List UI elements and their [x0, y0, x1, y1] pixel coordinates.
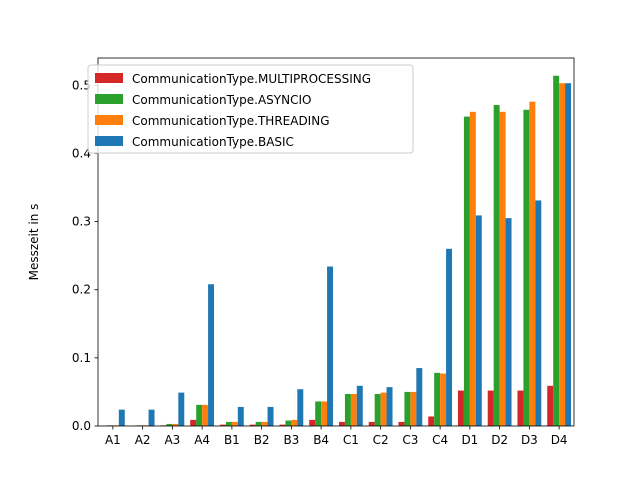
y-tick-label-4: 0.4 [72, 146, 91, 160]
legend-frame [87, 64, 414, 154]
legend-label-3: CommunicationType.BASIC [132, 135, 294, 149]
legend-swatch-1 [95, 94, 123, 104]
bar-D1-s1 [463, 116, 470, 427]
x-tick-label-A3: A3 [164, 433, 180, 447]
legend-label-0: CommunicationType.MULTIPROCESSING [132, 72, 371, 86]
bar-C3-s2 [410, 391, 417, 426]
bar-C1-s0 [338, 421, 345, 426]
bar-C2-s3 [386, 387, 393, 426]
x-tick-label-A1: A1 [105, 433, 121, 447]
bar-D3-s1 [523, 109, 530, 426]
bar-A4-s2 [202, 404, 209, 426]
legend-label-2: CommunicationType.THREADING [132, 114, 330, 128]
x-tick-label-D4: D4 [551, 433, 568, 447]
bar-D3-s3 [535, 200, 542, 426]
bar-C3-s3 [416, 368, 423, 426]
bar-B1-s2 [231, 421, 238, 426]
bar-D3-s2 [529, 101, 536, 427]
bar-B4-s2 [321, 401, 328, 426]
x-tick-label-D1: D1 [461, 433, 478, 447]
bar-A3-s2 [172, 423, 179, 426]
x-tick-label-C4: C4 [432, 433, 448, 447]
y-tick-label-2: 0.2 [72, 283, 91, 297]
x-tick-label-D2: D2 [491, 433, 508, 447]
bar-D4-s2 [559, 83, 566, 427]
y-tick-label-1: 0.1 [72, 351, 91, 365]
bar-B3-s3 [297, 389, 304, 426]
bar-B3-s1 [285, 420, 292, 426]
bar-C2-s1 [374, 393, 381, 426]
bar-D4-s3 [565, 83, 572, 427]
bar-B3-s2 [291, 419, 298, 426]
bar-C1-s3 [356, 385, 363, 426]
y-ticks-group: 0.0 0.1 0.2 0.3 0.4 0.5 [72, 78, 98, 433]
bar-A1-s3 [118, 409, 125, 426]
bar-C3-s0 [398, 421, 405, 426]
bar-C4-s1 [434, 372, 441, 426]
bar-D2-s2 [499, 111, 506, 426]
legend: CommunicationType.MULTIPROCESSING Communi… [87, 64, 414, 154]
bar-C4-s3 [446, 248, 453, 426]
bar-C2-s2 [380, 392, 387, 426]
bar-D4-s0 [547, 385, 554, 426]
bar-A4-s3 [208, 284, 215, 426]
legend-swatch-2 [95, 115, 123, 125]
bar-D2-s1 [493, 105, 500, 427]
bar-D2-s0 [487, 390, 494, 426]
bar-C1-s2 [350, 393, 357, 426]
bar-B1-s0 [219, 424, 226, 426]
x-tick-label-A2: A2 [135, 433, 151, 447]
bar-B4-s0 [309, 419, 316, 426]
bar-A3-s3 [178, 392, 185, 426]
x-tick-label-B4: B4 [313, 433, 329, 447]
bars-group [100, 75, 572, 427]
x-tick-label-C2: C2 [373, 433, 389, 447]
bar-C4-s2 [440, 373, 447, 426]
x-tick-label-B3: B3 [283, 433, 299, 447]
y-tick-label-3: 0.3 [72, 215, 91, 229]
x-tick-label-D3: D3 [521, 433, 538, 447]
y-tick-label-5: 0.5 [72, 78, 91, 92]
bar-B2-s0 [249, 424, 256, 426]
y-axis-label: Messzeit in s [27, 204, 41, 281]
bar-D3-s0 [517, 390, 524, 426]
bar-C2-s0 [368, 421, 375, 426]
bar-A2-s3 [148, 409, 155, 426]
bar-A3-s1 [166, 423, 173, 426]
plot-frame [97, 57, 575, 427]
bar-B3-s0 [279, 424, 286, 426]
bar-B1-s1 [225, 421, 232, 426]
bar-D1-s3 [475, 215, 482, 426]
bar-A4-s1 [196, 404, 203, 426]
bar-C4-s0 [428, 416, 435, 426]
bar-C3-s1 [404, 391, 411, 426]
bar-A4-s0 [190, 419, 197, 426]
bar-B1-s3 [237, 406, 244, 426]
x-tick-label-B2: B2 [254, 433, 270, 447]
x-tick-label-C1: C1 [343, 433, 359, 447]
x-ticks-group: A1 A2 A3 A4 B1 B2 B3 B4 C1 C2 C3 C4 D1 D2 D3 D4 [105, 426, 568, 447]
bar-D1-s0 [457, 390, 464, 426]
bar-C1-s1 [344, 393, 351, 426]
legend-label-1: CommunicationType.ASYNCIO [132, 93, 311, 107]
x-tick-label-A4: A4 [194, 433, 210, 447]
bar-D1-s2 [469, 111, 476, 426]
x-tick-label-B1: B1 [224, 433, 240, 447]
x-tick-label-C3: C3 [402, 433, 418, 447]
bar-B4-s3 [327, 266, 334, 426]
bar-D4-s1 [553, 75, 560, 426]
bar-B2-s3 [267, 406, 274, 426]
bar-D2-s3 [505, 218, 512, 426]
bar-B2-s1 [255, 421, 262, 426]
y-tick-label-0: 0.0 [72, 419, 91, 433]
legend-swatch-3 [95, 136, 123, 146]
bar-B2-s2 [261, 421, 268, 426]
axes-group [97, 57, 575, 427]
legend-swatch-0 [95, 73, 123, 83]
bar-B4-s1 [315, 401, 322, 426]
